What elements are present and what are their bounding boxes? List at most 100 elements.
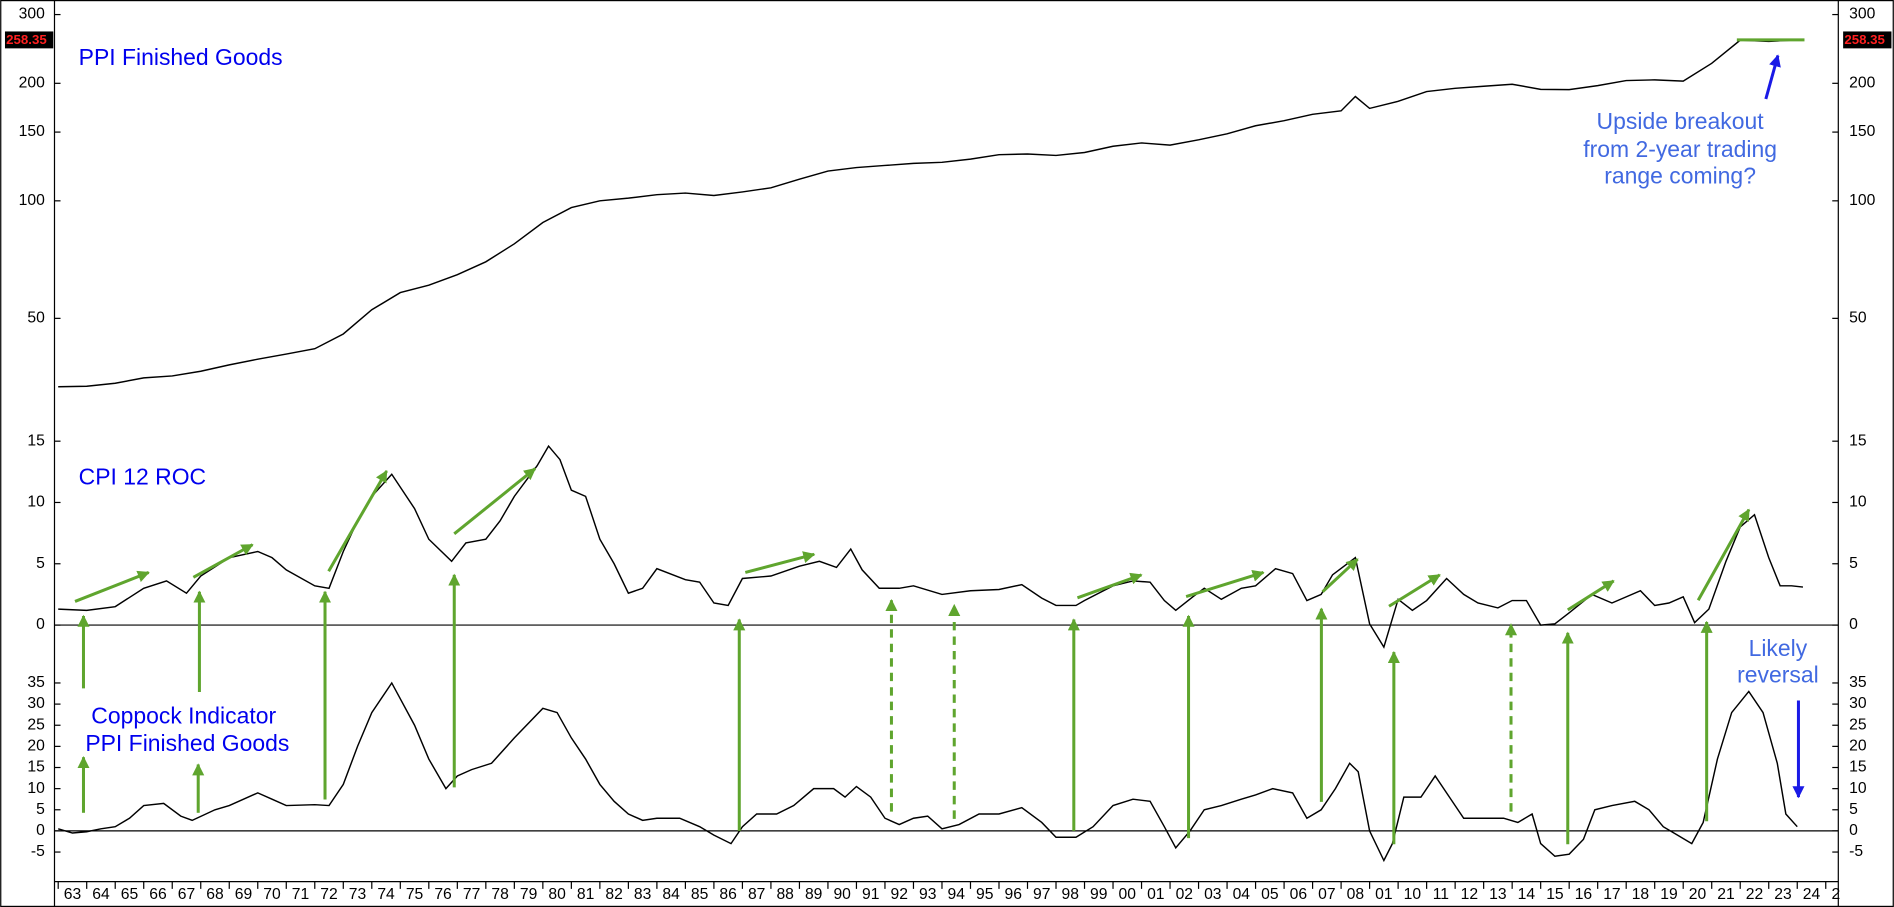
x-tick-label: 63 — [64, 886, 82, 903]
y-tick-label: 15 — [1849, 759, 1867, 776]
annotation: Upside breakout — [1597, 108, 1765, 134]
x-tick-label: 97 — [1033, 886, 1050, 903]
value-label: 258.35 — [6, 32, 47, 47]
annotation: from 2-year trading — [1583, 136, 1777, 162]
x-tick-label: 92 — [890, 886, 907, 903]
x-tick-label: 81 — [577, 886, 594, 903]
x-tick-label: 16 — [1575, 886, 1593, 903]
x-tick-label: 07 — [1318, 886, 1335, 903]
x-tick-label: 95 — [976, 886, 994, 903]
y-tick-label: 15 — [27, 759, 45, 776]
y-tick-label: 35 — [27, 674, 45, 691]
x-tick-label: 83 — [634, 886, 652, 903]
y-tick-label: 150 — [19, 123, 45, 140]
x-tick-label: 14 — [1518, 886, 1536, 903]
x-tick-label: 10 — [1404, 886, 1422, 903]
x-tick-label: 00 — [1119, 886, 1137, 903]
x-tick-label: 79 — [520, 886, 537, 903]
value-box — [4, 31, 54, 49]
value-label: 258.35 — [1844, 32, 1885, 47]
y-tick-label: 0 — [36, 616, 45, 633]
y-tick-label: 50 — [1849, 309, 1867, 326]
x-tick-label: 02 — [1176, 886, 1193, 903]
x-tick-label: 93 — [919, 886, 937, 903]
x-tick-label: 86 — [719, 886, 737, 903]
x-tick-label: 69 — [235, 886, 252, 903]
annotation: Likely — [1749, 635, 1808, 661]
x-tick-label: 03 — [1204, 886, 1222, 903]
x-tick-label: 72 — [320, 886, 337, 903]
x-tick-label: 13 — [1489, 886, 1507, 903]
y-tick-label: 0 — [1849, 616, 1858, 633]
x-tick-label: 01 — [1375, 886, 1392, 903]
x-tick-label: 99 — [1090, 886, 1107, 903]
x-tick-label: 66 — [149, 886, 167, 903]
x-tick-label: 85 — [691, 886, 709, 903]
x-tick-label: 76 — [434, 886, 452, 903]
x-tick-label: 74 — [377, 886, 395, 903]
y-tick-label: 5 — [36, 555, 45, 572]
y-tick-label: 30 — [1849, 695, 1867, 712]
x-tick-label: 22 — [1746, 886, 1763, 903]
y-tick-label: 25 — [27, 716, 45, 733]
y-tick-label: 0 — [1849, 822, 1858, 839]
y-tick-label: 10 — [1849, 494, 1867, 511]
x-tick-label: 17 — [1603, 886, 1620, 903]
y-tick-label: 300 — [1849, 6, 1875, 23]
y-tick-label: 5 — [1849, 555, 1858, 572]
x-tick-label: 08 — [1347, 886, 1365, 903]
y-tick-label: 30 — [27, 695, 45, 712]
data-line — [57, 681, 1798, 863]
x-tick-label: 65 — [121, 886, 139, 903]
y-tick-label: 100 — [1849, 192, 1875, 209]
x-tick-label: 68 — [206, 886, 224, 903]
y-tick-label: 20 — [1849, 738, 1867, 755]
arrow — [1764, 54, 1781, 100]
x-tick-label: 05 — [1261, 886, 1279, 903]
y-tick-label: 0 — [36, 822, 45, 839]
panel-title: PPI Finished Goods — [79, 44, 283, 70]
x-tick-label: 89 — [805, 886, 822, 903]
annotation: range coming? — [1604, 163, 1756, 189]
x-tick-label: 70 — [263, 886, 281, 903]
y-tick-label: 300 — [19, 6, 45, 23]
y-tick-label: 20 — [27, 738, 45, 755]
annotation: reversal — [1737, 661, 1819, 687]
x-tick-label: 11 — [1433, 886, 1449, 903]
x-tick-label: 71 — [292, 886, 309, 903]
panel-title: PPI Finished Goods — [85, 730, 289, 756]
x-tick-label: 15 — [1546, 886, 1564, 903]
y-tick-label: 25 — [1849, 716, 1867, 733]
y-tick-label: 10 — [27, 780, 45, 797]
panel-title: Coppock Indicator — [91, 702, 276, 728]
x-tick-label: 12 — [1461, 886, 1478, 903]
x-tick-label: 67 — [178, 886, 195, 903]
x-tick-label: 2 — [1832, 886, 1841, 903]
x-tick-label: 80 — [548, 886, 566, 903]
y-tick-label: 10 — [27, 494, 45, 511]
signal-arrows — [74, 467, 1751, 845]
y-tick-label: 200 — [1849, 74, 1875, 91]
x-tick-label: 24 — [1803, 886, 1821, 903]
y-tick-label: 35 — [1849, 674, 1867, 691]
x-tick-label: 19 — [1660, 886, 1677, 903]
annotations: PPI Finished Goods CPI 12 ROC Coppock In… — [74, 38, 1819, 845]
x-tick-label: 94 — [948, 886, 966, 903]
value-box — [1843, 31, 1892, 49]
x-tick-label: 78 — [491, 886, 509, 903]
x-tick-label: 01 — [1147, 886, 1164, 903]
x-tick-label: 87 — [748, 886, 765, 903]
y-tick-label: -5 — [1849, 843, 1863, 860]
y-tick-label: 15 — [1849, 432, 1867, 449]
x-tick-label: 64 — [92, 886, 110, 903]
x-tick-label: 23 — [1774, 886, 1792, 903]
x-tick-label: 88 — [776, 886, 794, 903]
panel-title: CPI 12 ROC — [79, 463, 206, 489]
y-tick-label: 50 — [27, 309, 45, 326]
data-line — [58, 444, 1804, 649]
y-tick-label: 100 — [19, 192, 45, 209]
x-tick-label: 90 — [833, 886, 851, 903]
